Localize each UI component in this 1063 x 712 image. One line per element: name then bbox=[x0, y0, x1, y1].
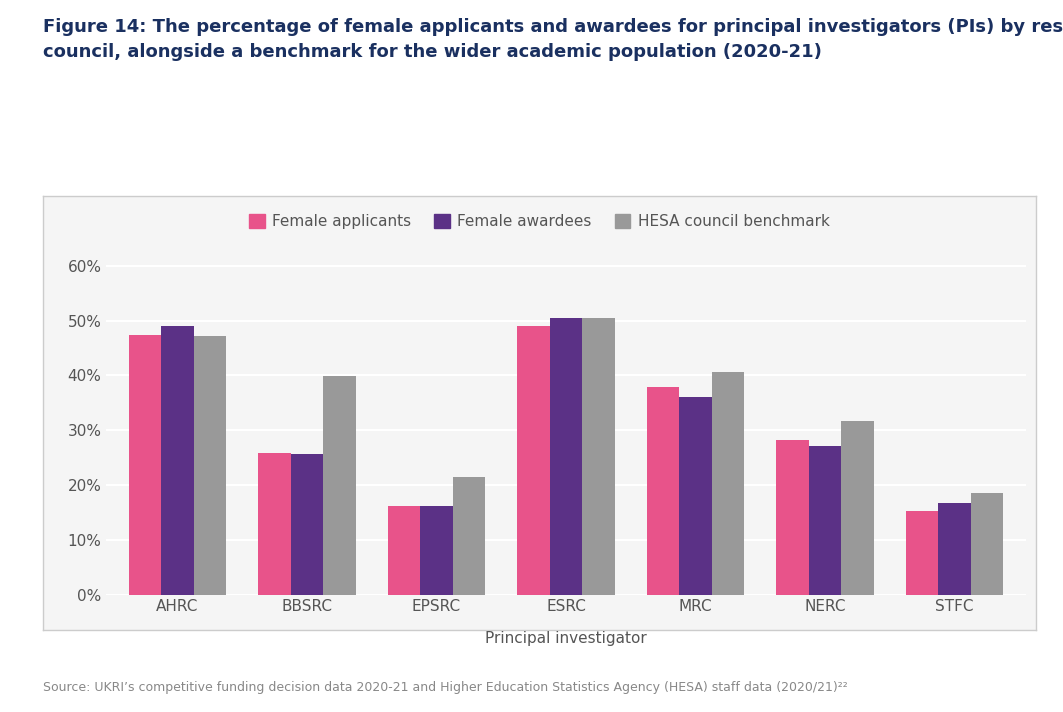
Bar bbox=[453, 477, 485, 595]
Bar bbox=[809, 446, 841, 595]
Bar bbox=[776, 440, 809, 595]
Bar bbox=[129, 335, 162, 595]
X-axis label: Principal investigator: Principal investigator bbox=[485, 631, 647, 646]
Bar bbox=[291, 454, 323, 595]
Bar bbox=[193, 336, 226, 595]
Legend: Female applicants, Female awardees, HESA council benchmark: Female applicants, Female awardees, HESA… bbox=[243, 208, 836, 235]
Bar bbox=[841, 421, 874, 595]
Bar bbox=[420, 506, 453, 595]
Bar bbox=[679, 397, 712, 595]
Bar bbox=[388, 506, 420, 595]
Bar bbox=[323, 376, 356, 595]
Text: Source: UKRI’s competitive funding decision data 2020-21 and Higher Education St: Source: UKRI’s competitive funding decis… bbox=[43, 681, 847, 694]
Bar bbox=[939, 503, 971, 595]
Bar bbox=[906, 511, 939, 595]
Bar bbox=[162, 325, 193, 595]
Bar bbox=[647, 387, 679, 595]
Bar bbox=[712, 372, 744, 595]
Bar bbox=[550, 318, 583, 595]
Bar bbox=[583, 318, 614, 595]
Bar bbox=[258, 454, 291, 595]
Bar bbox=[971, 493, 1003, 595]
Text: Figure 14: The percentage of female applicants and awardees for principal invest: Figure 14: The percentage of female appl… bbox=[43, 18, 1063, 61]
Bar bbox=[518, 326, 550, 595]
